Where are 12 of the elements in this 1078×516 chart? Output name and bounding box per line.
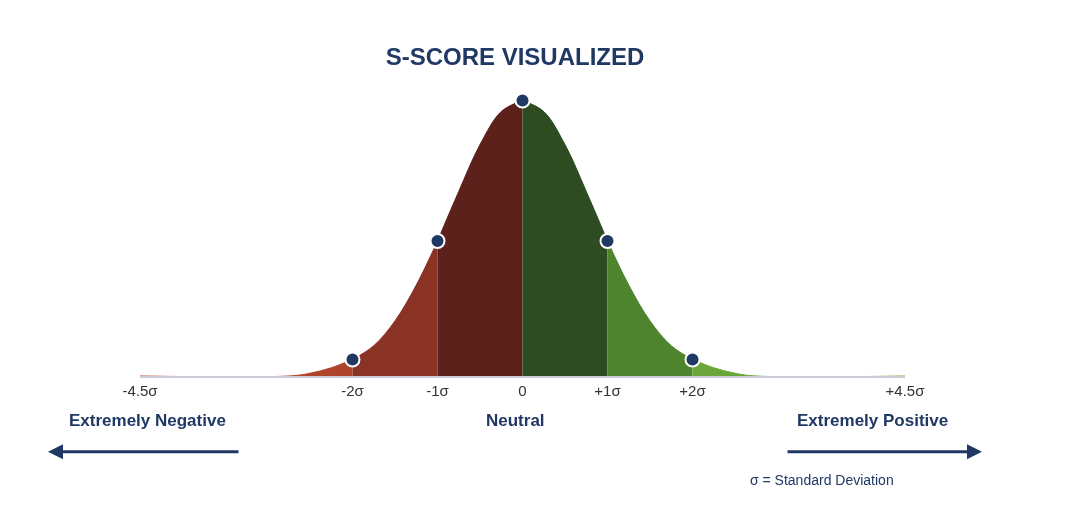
text: σ = Standard Deviation: [750, 472, 894, 488]
x-tick-label: -2σ: [341, 382, 365, 399]
text: Extremely Negative: [69, 411, 226, 430]
chart-title: S-SCORE VISUALIZED: [385, 43, 645, 71]
x-tick-label: -1σ: [426, 382, 450, 399]
x-tick-label: +1σ: [594, 382, 622, 399]
x-tick-label: 0: [518, 382, 527, 399]
x-tick-label: +4.5σ: [885, 382, 926, 399]
text: Neutral: [486, 411, 545, 430]
text: Extremely Positive: [797, 411, 949, 430]
x-tick-label: +2σ: [679, 382, 707, 399]
x-tick-label: -4.5σ: [122, 382, 159, 399]
